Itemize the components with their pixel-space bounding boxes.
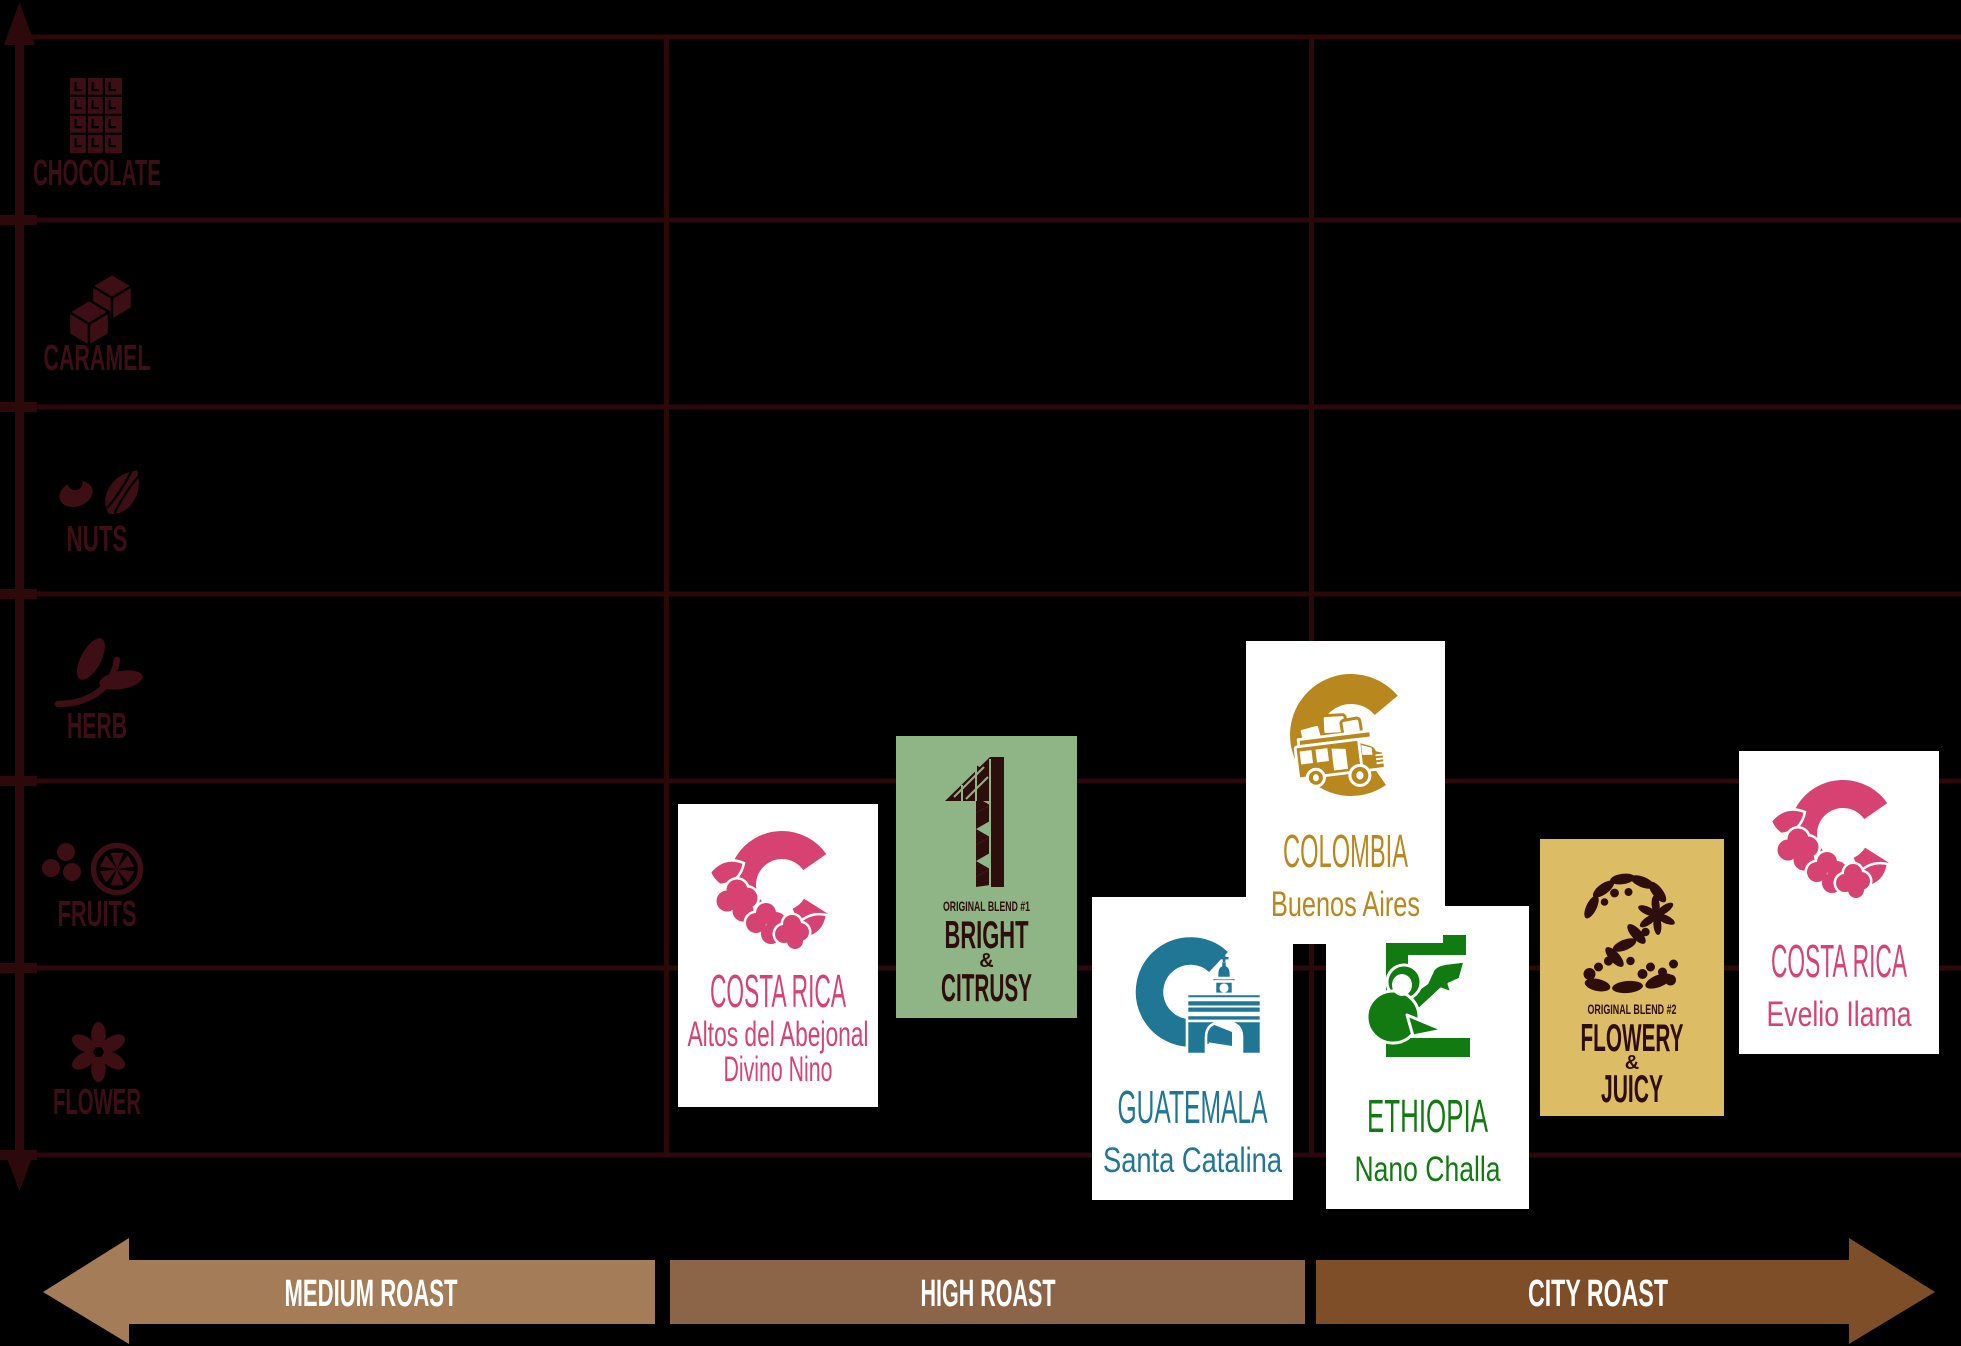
svg-text:HIGH ROAST: HIGH ROAST xyxy=(921,1273,1056,1315)
svg-text:Santa Catalina: Santa Catalina xyxy=(1103,1141,1282,1180)
svg-text:BRIGHT: BRIGHT xyxy=(945,914,1029,957)
svg-text:CARAMEL: CARAMEL xyxy=(44,337,151,378)
svg-text:NUTS: NUTS xyxy=(67,518,128,559)
svg-text:GUATEMALA: GUATEMALA xyxy=(1118,1081,1268,1133)
svg-text:ETHIOPIA: ETHIOPIA xyxy=(1367,1090,1488,1142)
svg-text:Evelio Ilama: Evelio Ilama xyxy=(1767,995,1912,1034)
svg-text:ORIGINAL BLEND #2: ORIGINAL BLEND #2 xyxy=(1588,1001,1677,1017)
svg-text:Divino Nino: Divino Nino xyxy=(724,1050,833,1089)
svg-text:FLOWER: FLOWER xyxy=(53,1081,141,1122)
svg-text:CHOCOLATE: CHOCOLATE xyxy=(33,152,161,193)
svg-text:Altos del Abejonal: Altos del Abejonal xyxy=(688,1015,869,1054)
svg-text:MEDIUM ROAST: MEDIUM ROAST xyxy=(285,1273,458,1315)
svg-text:CITY ROAST: CITY ROAST xyxy=(1528,1273,1668,1315)
svg-text:COLOMBIA: COLOMBIA xyxy=(1283,825,1408,877)
svg-text:&: & xyxy=(979,950,993,972)
svg-text:COSTA RICA: COSTA RICA xyxy=(1771,935,1907,987)
svg-text:COSTA RICA: COSTA RICA xyxy=(710,965,846,1017)
svg-text:FLOWERY: FLOWERY xyxy=(1581,1017,1684,1060)
svg-text:CITRUSY: CITRUSY xyxy=(941,967,1032,1010)
svg-text:HERB: HERB xyxy=(67,705,127,746)
svg-text:ORIGINAL BLEND #1: ORIGINAL BLEND #1 xyxy=(943,898,1030,914)
svg-text:&: & xyxy=(1625,1052,1639,1074)
svg-text:FRUITS: FRUITS xyxy=(58,893,137,934)
svg-text:Nano Challa: Nano Challa xyxy=(1355,1150,1501,1189)
svg-text:Buenos Aires: Buenos Aires xyxy=(1271,885,1420,924)
svg-text:JUICY: JUICY xyxy=(1601,1068,1663,1111)
